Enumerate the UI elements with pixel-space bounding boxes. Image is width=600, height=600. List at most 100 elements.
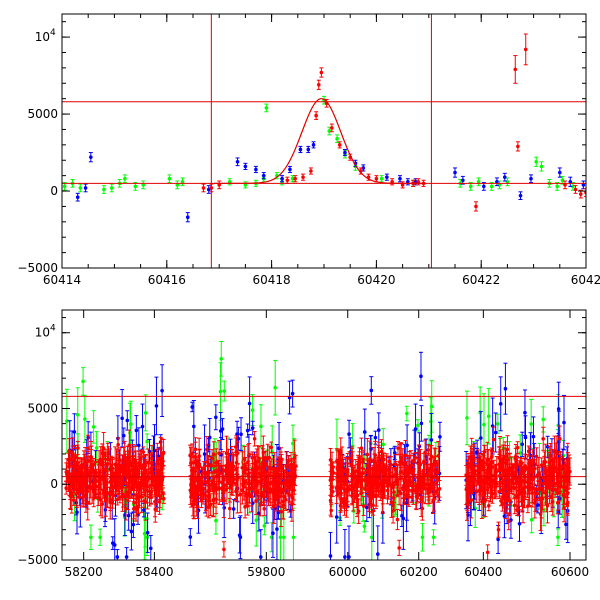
data-point-marker	[78, 186, 83, 190]
data-point-marker	[328, 554, 333, 558]
data-point	[478, 386, 483, 440]
data-point	[145, 512, 150, 553]
data-point-marker	[513, 67, 518, 72]
data-point-marker	[252, 479, 256, 484]
data-point-marker	[83, 417, 87, 421]
data-point-marker	[273, 385, 277, 390]
data-point	[502, 172, 507, 182]
data-point-marker	[206, 187, 211, 192]
data-point-marker	[147, 495, 152, 499]
data-point-marker	[217, 451, 221, 456]
data-point	[112, 518, 117, 560]
data-point-marker	[76, 446, 80, 450]
data-point-marker	[347, 432, 351, 436]
data-point	[75, 192, 80, 202]
data-point-marker	[264, 106, 269, 110]
data-point-marker	[247, 452, 251, 457]
data-point	[253, 165, 258, 174]
data-point	[154, 376, 159, 436]
data-point	[68, 451, 73, 467]
data-point	[148, 534, 153, 560]
data-point-marker	[219, 356, 224, 361]
data-point	[133, 446, 138, 475]
data-point	[125, 445, 130, 476]
data-point-marker	[379, 176, 384, 181]
data-point-marker	[79, 464, 84, 469]
data-point-marker	[148, 546, 153, 551]
data-point	[72, 474, 77, 494]
data-point-marker	[143, 411, 148, 415]
data-point	[123, 453, 128, 489]
data-point-marker	[555, 184, 559, 189]
data-point	[250, 420, 255, 436]
data-point-marker	[438, 435, 442, 439]
data-point-marker	[69, 457, 73, 461]
data-point	[290, 379, 295, 408]
data-point-marker	[262, 477, 267, 482]
data-point-marker	[116, 480, 121, 484]
data-point-marker	[131, 465, 136, 469]
data-point-marker	[498, 402, 503, 406]
data-point	[167, 174, 172, 184]
data-point	[486, 387, 491, 445]
data-point-marker	[556, 407, 561, 411]
data-point-marker	[278, 535, 283, 540]
data-point-marker	[362, 524, 367, 529]
data-point-marker	[253, 462, 257, 466]
data-point	[141, 180, 146, 190]
data-point-marker	[207, 435, 212, 440]
data-point-marker	[201, 186, 206, 190]
data-point	[293, 175, 298, 183]
data-point	[129, 512, 134, 551]
data-point-marker	[204, 447, 209, 452]
data-point-marker	[419, 374, 423, 379]
x-tick-label: 60418	[253, 273, 291, 287]
data-point-marker	[282, 535, 286, 540]
data-point	[269, 441, 274, 454]
plot-area	[62, 340, 586, 560]
data-point-marker	[523, 47, 528, 52]
data-point-marker	[431, 535, 436, 540]
data-point-marker	[64, 470, 69, 474]
data-point	[92, 470, 97, 499]
data-point-marker	[83, 462, 88, 466]
data-point-marker	[261, 173, 266, 178]
data-point-marker	[461, 178, 465, 183]
data-point-marker	[482, 422, 486, 427]
data-point	[342, 148, 347, 157]
data-point	[86, 450, 91, 472]
data-point-marker	[476, 179, 481, 184]
data-point	[134, 415, 139, 446]
data-point-marker	[89, 455, 93, 459]
data-point-marker	[129, 487, 134, 491]
data-point	[151, 470, 156, 490]
data-point-marker	[496, 537, 500, 542]
data-point-marker	[334, 515, 339, 519]
panel-bottom: 58200 58400 59800 60000 60200 60400 60600−5000…	[17, 309, 589, 579]
data-point	[123, 497, 128, 521]
data-point-marker	[306, 147, 311, 152]
data-point	[384, 173, 389, 181]
data-point-marker	[517, 521, 522, 526]
data-point-marker	[137, 443, 141, 448]
y-tick-label: 5000	[27, 107, 58, 121]
data-point	[287, 165, 292, 174]
data-point-marker	[71, 451, 75, 456]
data-point-marker	[211, 452, 216, 457]
data-point	[100, 489, 105, 519]
data-point-marker	[316, 83, 321, 87]
data-point	[563, 180, 568, 190]
data-point-marker	[120, 416, 124, 421]
data-point-marker	[406, 179, 410, 184]
data-point-marker	[262, 524, 267, 528]
data-point-marker	[64, 486, 68, 490]
data-point-marker	[125, 494, 130, 498]
data-point-marker	[188, 535, 193, 539]
data-point	[369, 376, 374, 405]
data-point-marker	[123, 469, 128, 473]
data-point-marker	[237, 533, 242, 538]
data-point-marker	[401, 516, 406, 521]
data-point-marker	[212, 487, 216, 492]
data-point	[468, 182, 473, 191]
data-point	[379, 175, 384, 183]
